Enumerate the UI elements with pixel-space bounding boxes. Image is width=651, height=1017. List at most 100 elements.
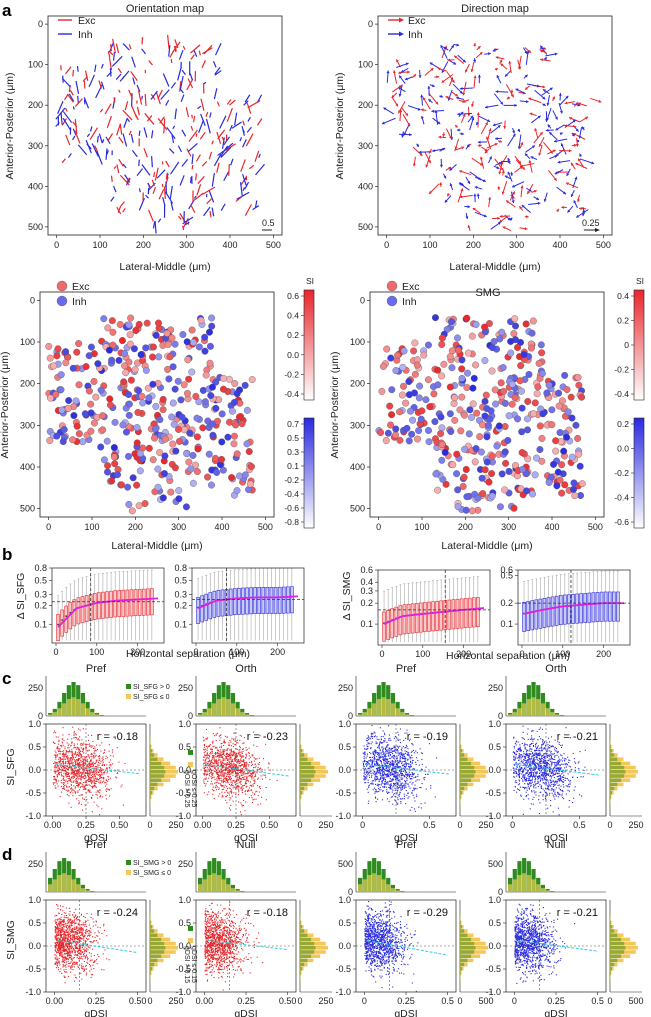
data-point <box>87 802 89 804</box>
data-point <box>203 746 205 748</box>
direction-arrow <box>424 151 432 164</box>
inh-neuron-dot <box>172 447 180 455</box>
hist-bar <box>85 708 90 716</box>
data-point <box>80 767 83 769</box>
data-point <box>89 745 91 747</box>
data-point <box>259 761 261 764</box>
inh-neuron-dot <box>501 448 509 456</box>
orientation-segment <box>137 90 143 105</box>
data-point <box>221 742 223 744</box>
box <box>261 568 266 641</box>
data-point <box>73 746 76 748</box>
orientation-segment <box>108 57 113 71</box>
data-point <box>240 783 242 785</box>
inh-neuron-dot <box>466 406 474 414</box>
exc-neuron-dot <box>144 384 152 392</box>
data-point <box>62 782 64 784</box>
data-point <box>76 784 78 787</box>
data-point <box>212 766 214 768</box>
data-point <box>392 757 394 759</box>
data-point <box>57 785 59 787</box>
data-point <box>376 784 378 786</box>
data-point <box>58 762 61 764</box>
data-point <box>380 770 382 772</box>
y-tick-label: 400 <box>20 462 35 472</box>
data-point <box>214 747 217 749</box>
data-point <box>96 770 98 772</box>
inh-neuron-dot <box>416 382 424 390</box>
direction-arrow <box>582 206 586 214</box>
y-tick-label: 0.5 <box>338 742 351 752</box>
data-point <box>211 751 213 753</box>
data-point <box>55 758 57 760</box>
inh-neuron-dot <box>454 503 462 511</box>
data-point <box>218 779 220 781</box>
direction-arrow <box>545 128 554 132</box>
box <box>204 575 208 641</box>
data-point <box>242 748 244 750</box>
direction-arrow <box>441 74 454 84</box>
orientation-segment <box>219 115 227 129</box>
data-point <box>245 755 248 757</box>
data-point <box>381 781 383 783</box>
exc-neuron-dot <box>211 454 219 462</box>
data-point <box>379 750 381 752</box>
exc-neuron-dot <box>171 464 179 472</box>
direction-arrow <box>459 170 472 176</box>
data-point <box>203 748 205 750</box>
data-point <box>251 755 253 757</box>
direction-arrow <box>477 74 481 84</box>
data-point <box>369 751 371 754</box>
data-point <box>405 803 407 805</box>
orientation-segment <box>181 129 187 137</box>
inh-neuron-dot <box>437 413 445 421</box>
data-point <box>386 741 388 743</box>
data-point <box>90 777 92 780</box>
data-point <box>57 767 59 769</box>
data-point <box>362 767 364 769</box>
data-point <box>390 739 392 741</box>
exc-neuron-dot <box>501 486 509 494</box>
data-point <box>242 776 244 779</box>
direction-arrow <box>541 47 546 53</box>
data-point <box>372 772 374 774</box>
data-point <box>236 739 239 741</box>
data-point <box>222 764 224 766</box>
data-point <box>71 788 73 790</box>
data-point <box>253 782 256 784</box>
direction-arrow <box>451 91 459 97</box>
data-point <box>212 776 214 778</box>
box <box>80 577 85 641</box>
data-point <box>381 742 383 744</box>
data-point <box>97 790 99 792</box>
data-point <box>216 761 218 763</box>
orientation-segment <box>156 169 166 179</box>
data-point <box>220 773 222 775</box>
orientation-segment <box>60 112 63 125</box>
data-point <box>103 764 105 766</box>
data-point <box>239 762 241 764</box>
box <box>290 568 294 641</box>
orientation-segment <box>74 130 81 144</box>
data-point <box>250 784 252 786</box>
data-point <box>101 774 103 776</box>
orientation-segment <box>91 143 99 157</box>
orientation-segment <box>186 78 194 91</box>
side-hist-bar <box>300 770 316 774</box>
orientation-segment <box>246 102 252 114</box>
exc-neuron-dot <box>463 384 471 392</box>
data-point <box>56 769 59 771</box>
data-point <box>231 748 233 750</box>
y-tick-label: 100 <box>28 60 43 70</box>
data-point <box>421 752 424 754</box>
exc-neuron-dot <box>192 393 200 400</box>
data-point <box>220 734 222 736</box>
orientation-segment <box>172 41 181 53</box>
orientation-segment <box>245 133 254 147</box>
data-point <box>369 760 371 762</box>
inh-neuron-dot <box>529 490 536 498</box>
data-point <box>55 732 57 734</box>
exc-neuron-dot <box>488 452 496 460</box>
data-point <box>232 765 234 767</box>
